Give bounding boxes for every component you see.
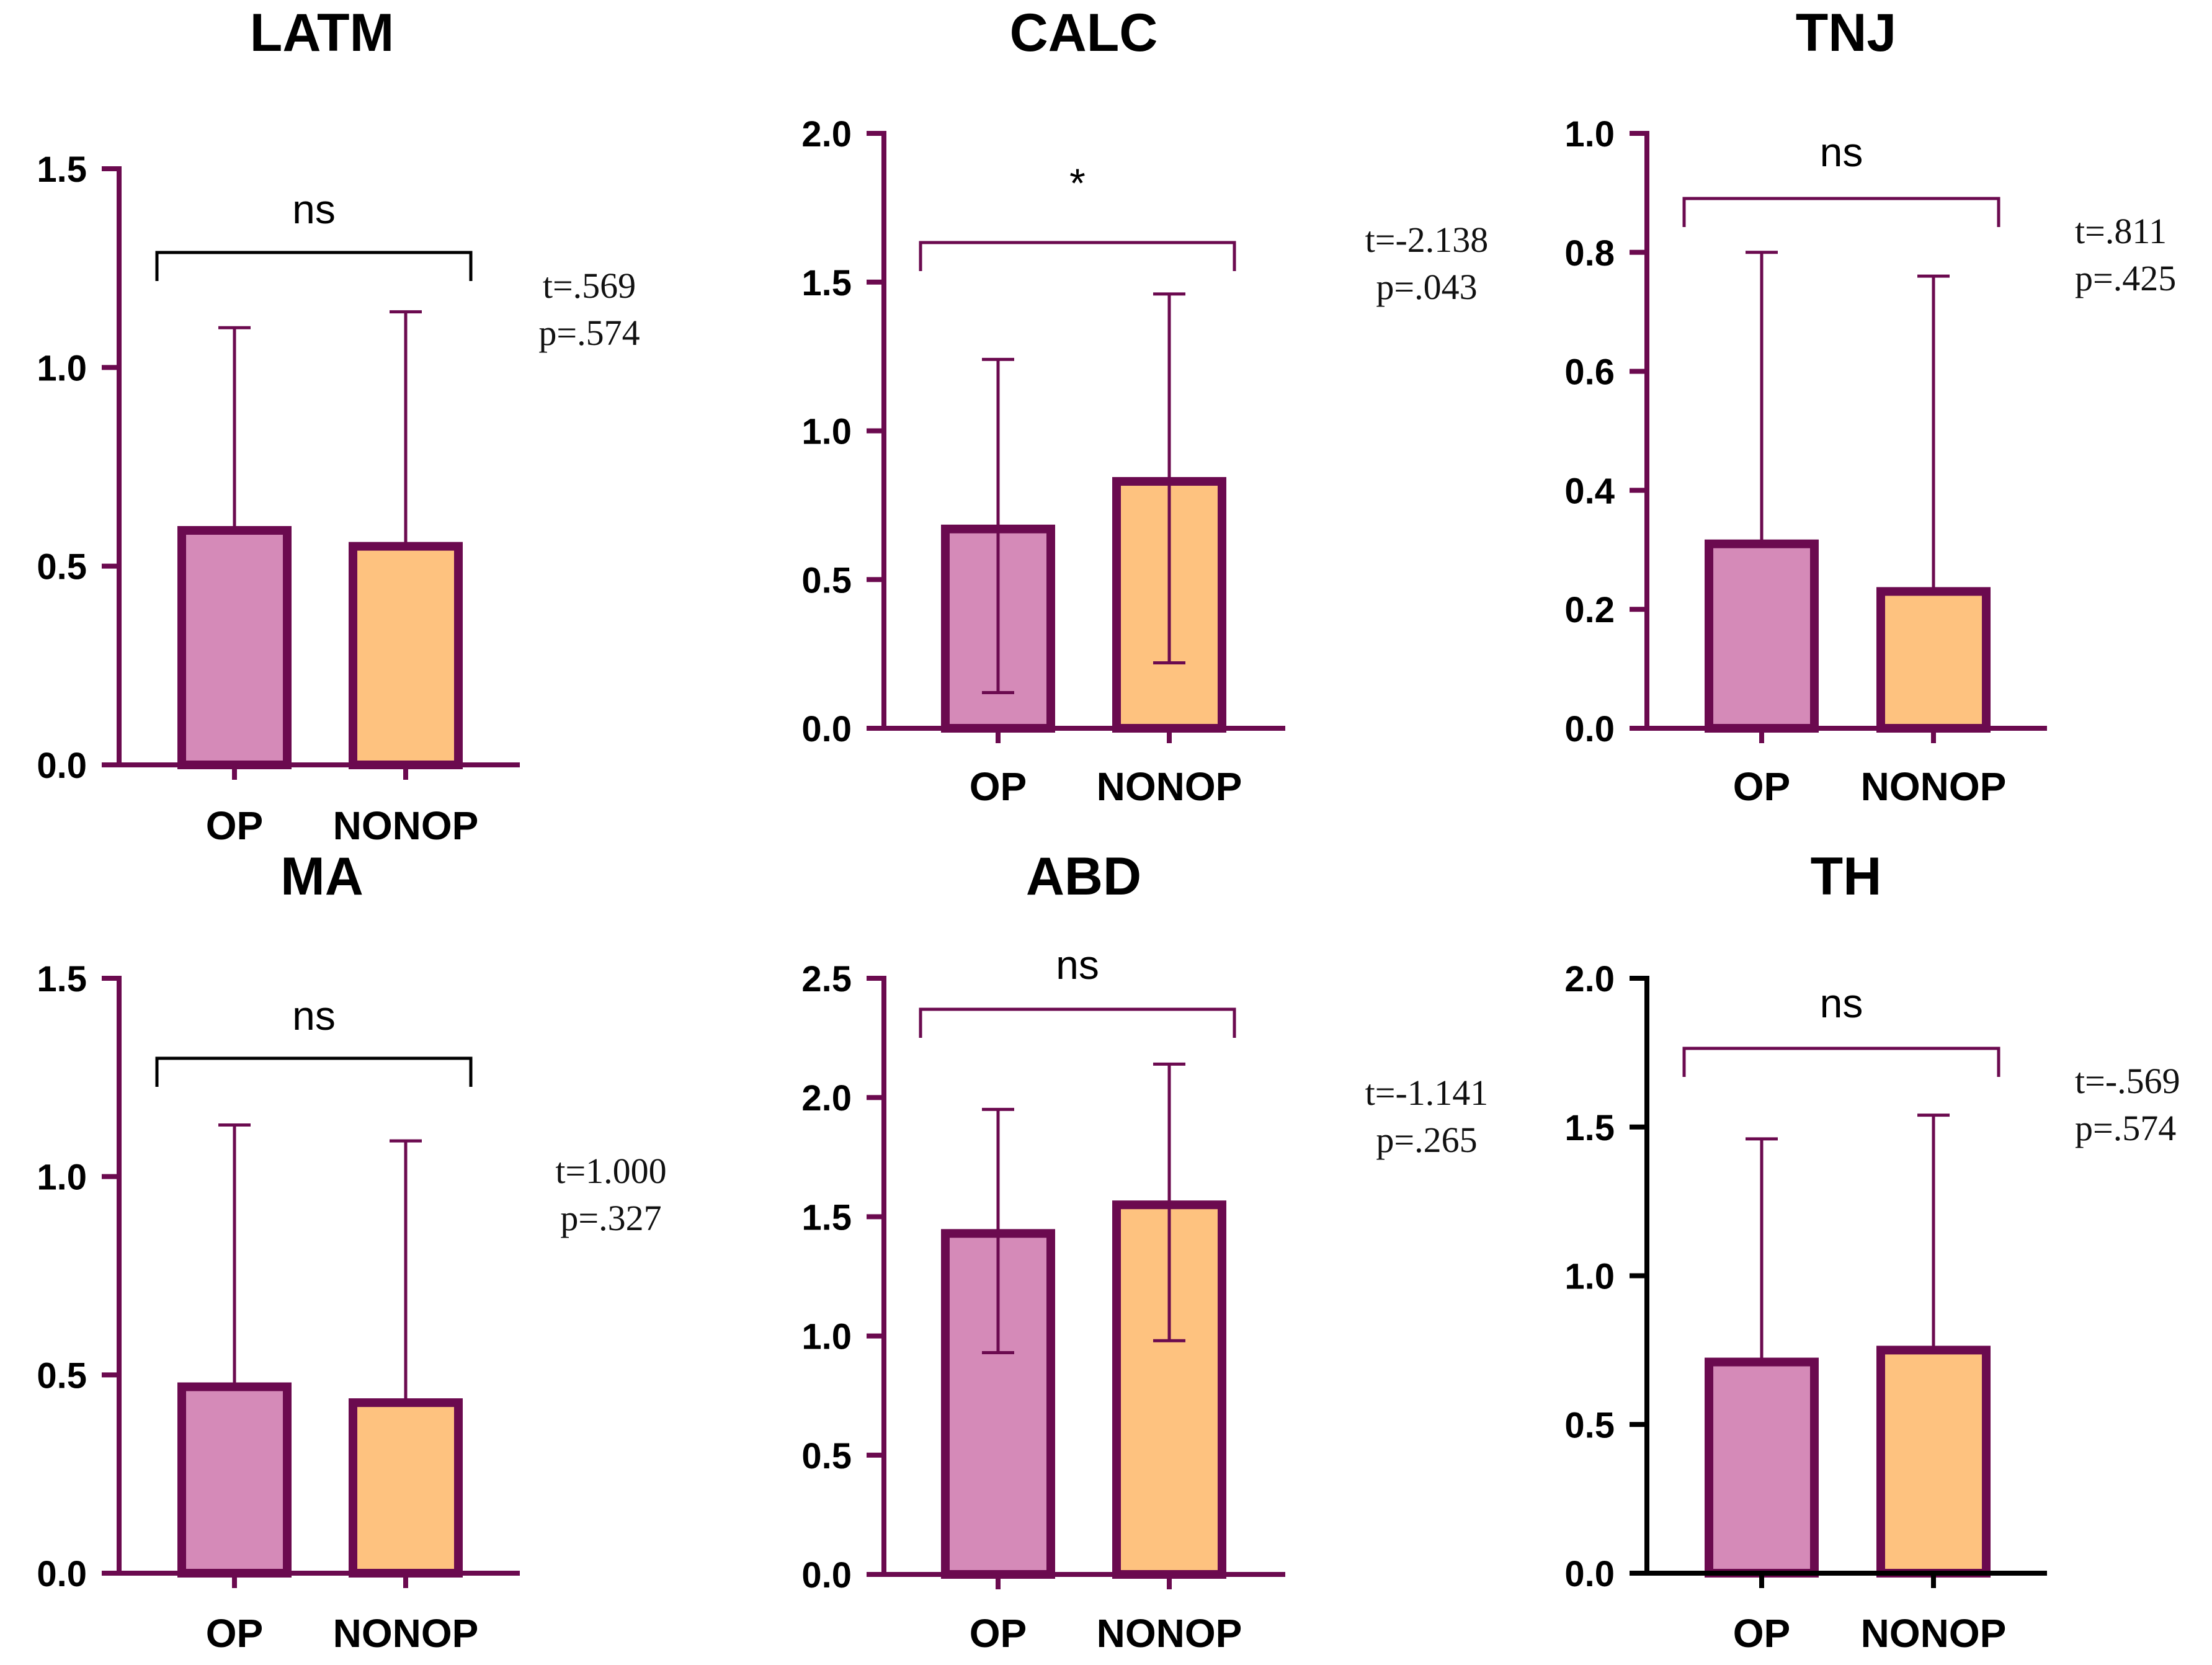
y-tick-label: 0.0 bbox=[801, 709, 852, 749]
p-value: p=.327 bbox=[560, 1198, 661, 1238]
category-label: OP bbox=[1733, 764, 1790, 809]
y-tick-label: 0.5 bbox=[1564, 1405, 1615, 1445]
y-tick-label: 2.0 bbox=[801, 114, 852, 154]
y-tick-label: 0.5 bbox=[37, 547, 87, 587]
y-tick-label: 1.5 bbox=[801, 1197, 852, 1238]
y-tick-label: 1.5 bbox=[1564, 1108, 1615, 1148]
t-statistic: t=-2.138 bbox=[1365, 220, 1489, 260]
significance-bracket bbox=[155, 251, 473, 281]
y-tick-label: 0.4 bbox=[1564, 471, 1615, 511]
y-tick-label: 0.0 bbox=[37, 746, 87, 786]
category-label: NONOP bbox=[333, 1611, 479, 1656]
p-value: p=.043 bbox=[1376, 267, 1477, 307]
y-tick-label: 1.0 bbox=[801, 1317, 852, 1357]
bar-op bbox=[1705, 539, 1819, 733]
y-tick-label: 1.0 bbox=[37, 348, 87, 388]
category-label: NONOP bbox=[1861, 764, 2007, 809]
bar-nonop bbox=[1876, 1346, 1991, 1578]
panel-title: TH bbox=[1811, 847, 1882, 906]
y-tick-label: 1.5 bbox=[37, 959, 87, 999]
significance-bracket bbox=[155, 1056, 473, 1087]
y-tick-label: 0.6 bbox=[1564, 352, 1615, 393]
p-value: p=.425 bbox=[2075, 258, 2176, 298]
t-statistic: t=.811 bbox=[2075, 211, 2167, 251]
y-tick-label: 0.2 bbox=[1564, 590, 1615, 630]
category-label: NONOP bbox=[1097, 764, 1242, 809]
chart-panel-th: TH OP NONOP 0.0 0.5 1.0 1.5 2.0 ns t=-.569 p=.574 bbox=[1564, 847, 2180, 1656]
bar-op bbox=[1705, 1357, 1819, 1578]
bar-op bbox=[177, 1382, 292, 1578]
chart-panel-ma: MA OP NONOP 0.0 0.5 1.0 1.5 ns t=1.000 p=.327 bbox=[37, 847, 666, 1656]
significance-label: ns bbox=[292, 186, 336, 232]
y-tick-label: 1.0 bbox=[1564, 114, 1615, 154]
bar-nonop bbox=[349, 542, 463, 770]
t-statistic: t=-.569 bbox=[2075, 1061, 2180, 1101]
p-value: p=.574 bbox=[538, 313, 640, 353]
y-tick-label: 1.0 bbox=[801, 412, 852, 452]
category-label: OP bbox=[1733, 1611, 1790, 1656]
chart-panel-tnj: TNJ OP NONOP 0.0 0.2 0.4 0.6 0.8 1.0 ns t=.811 p=.4… bbox=[1564, 3, 2176, 809]
y-tick-label: 1.0 bbox=[37, 1158, 87, 1198]
significance-label: * bbox=[1069, 160, 1086, 206]
y-tick-label: 0.5 bbox=[801, 560, 852, 600]
y-tick-label: 2.0 bbox=[1564, 959, 1615, 999]
bar-op bbox=[177, 526, 292, 769]
y-tick-label: 2.5 bbox=[801, 959, 852, 999]
y-tick-label: 1.5 bbox=[37, 150, 87, 190]
panel-title: LATM bbox=[250, 3, 394, 63]
y-tick-label: 0.0 bbox=[1564, 709, 1615, 749]
category-label: OP bbox=[206, 1611, 263, 1656]
category-label: OP bbox=[206, 803, 263, 848]
significance-label: ns bbox=[1820, 129, 1863, 175]
category-label: OP bbox=[970, 1611, 1027, 1656]
significance-label: ns bbox=[1056, 942, 1099, 988]
significance-bracket bbox=[919, 241, 1236, 271]
significance-label: ns bbox=[1820, 980, 1863, 1026]
panel-title: MA bbox=[280, 847, 363, 906]
p-value: p=.265 bbox=[1376, 1120, 1477, 1160]
significance-label: ns bbox=[292, 993, 336, 1038]
significance-bracket bbox=[919, 1007, 1236, 1038]
category-label: OP bbox=[970, 764, 1027, 809]
chart-panel-latm: LATM OP NONOP 0.0 0.5 1.0 1.5 ns t=.569 p=.574 bbox=[37, 3, 640, 848]
y-tick-label: 0.5 bbox=[801, 1436, 852, 1476]
y-tick-label: 1.5 bbox=[801, 263, 852, 303]
y-tick-label: 0.8 bbox=[1564, 233, 1615, 274]
y-tick-label: 0.0 bbox=[37, 1554, 87, 1594]
chart-panel-calc: CALC OP NONOP 0.0 0.5 1.0 1.5 2.0 * t=-2.138 p=.04… bbox=[801, 3, 1488, 809]
panel-title: TNJ bbox=[1796, 3, 1896, 63]
bar-nonop bbox=[349, 1398, 463, 1578]
significance-bracket bbox=[1682, 1047, 2000, 1077]
t-statistic: t=-1.141 bbox=[1365, 1073, 1489, 1113]
y-tick-label: 0.5 bbox=[37, 1355, 87, 1396]
y-tick-label: 0.0 bbox=[801, 1555, 852, 1596]
category-label: NONOP bbox=[333, 803, 479, 848]
y-tick-label: 2.0 bbox=[801, 1078, 852, 1118]
y-tick-label: 1.0 bbox=[1564, 1257, 1615, 1297]
t-statistic: t=1.000 bbox=[555, 1151, 666, 1191]
chart-panel-abd: ABD OP NONOP 0.0 0.5 1.0 1.5 2.0 2.5 ns t=-1.141 p=… bbox=[801, 847, 1488, 1656]
t-statistic: t=.569 bbox=[543, 266, 636, 306]
p-value: p=.574 bbox=[2075, 1108, 2176, 1148]
bar-nonop bbox=[1876, 587, 1991, 733]
category-label: NONOP bbox=[1861, 1611, 2007, 1656]
panel-title: CALC bbox=[1010, 3, 1158, 63]
y-tick-label: 0.0 bbox=[1564, 1554, 1615, 1594]
significance-bracket bbox=[1682, 197, 2000, 227]
panel-title: ABD bbox=[1026, 847, 1141, 906]
category-label: NONOP bbox=[1097, 1611, 1242, 1656]
